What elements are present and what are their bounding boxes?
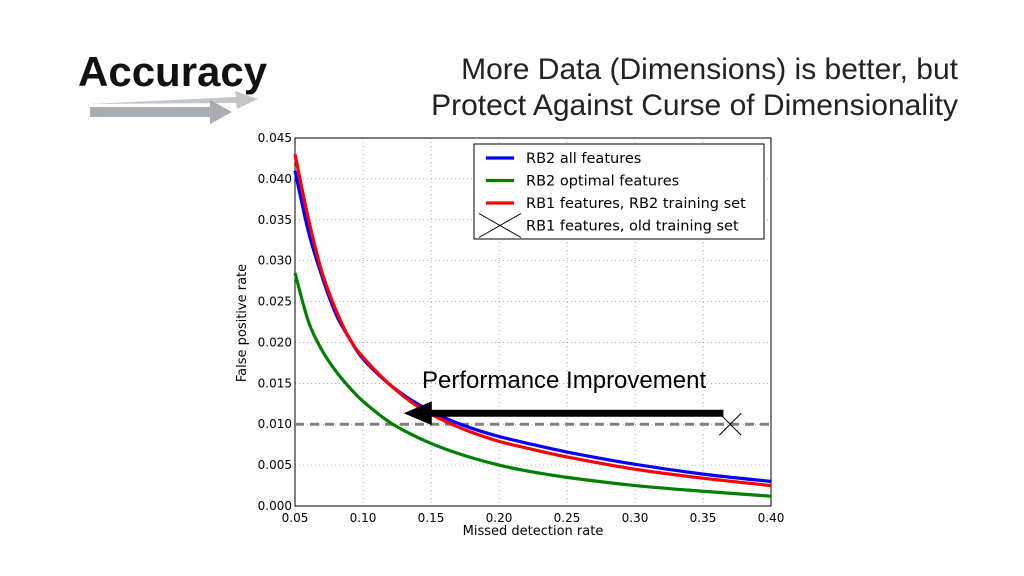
- title-arrow-icon: [90, 91, 258, 124]
- series-line: [293, 272, 772, 498]
- x-marker-stroke: [478, 213, 522, 238]
- legend-x-marker: [478, 213, 522, 238]
- y-tick-label: 0.015: [258, 376, 292, 390]
- y-tick-label: 0.020: [258, 335, 292, 349]
- legend-label: RB1 features, RB2 training set: [526, 196, 746, 212]
- legend-label: RB2 optimal features: [526, 174, 679, 190]
- x-tick-label: 0.10: [350, 511, 377, 525]
- y-tick-label: 0.010: [258, 417, 292, 431]
- x-marker: [718, 412, 742, 436]
- annotation-arrowhead: [403, 401, 432, 426]
- x-tick-label: 0.25: [554, 511, 581, 525]
- x-axis-label: Missed detection rate: [463, 524, 604, 539]
- x-tick-label: 0.20: [486, 511, 513, 525]
- annotation: Performance Improvement: [403, 367, 724, 426]
- title-arrow-shape: [90, 91, 258, 109]
- x-ticks: 0.05 0.10 0.15 0.20 0.25 0.30 0.35 0.40: [282, 511, 785, 525]
- y-tick-label: 0.025: [258, 295, 292, 309]
- legend-label: RB1 features, old training set: [526, 219, 739, 235]
- y-tick-label: 0.005: [258, 458, 292, 472]
- x-tick-label: 0.05: [282, 511, 309, 525]
- x-tick-label: 0.15: [418, 511, 445, 525]
- x-tick-label: 0.40: [758, 511, 785, 525]
- y-tick-label: 0.045: [258, 131, 292, 145]
- y-tick-label: 0.030: [258, 254, 292, 268]
- y-axis-label: False positive rate: [235, 264, 250, 382]
- y-tick-label: 0.000: [258, 499, 292, 513]
- y-tick-label: 0.035: [258, 213, 292, 227]
- plot-area: [294, 137, 772, 507]
- annotation-text: Performance Improvement: [422, 367, 706, 394]
- legend: RB2 all features RB2 optimal features RB1 …: [473, 143, 765, 240]
- slide-title: Accuracy: [78, 48, 268, 95]
- x-marker-stroke: [718, 412, 742, 436]
- legend-box: [473, 143, 765, 240]
- slide-subtitle: More Data (Dimensions) is better, but Pr…: [318, 52, 958, 124]
- marker-layer: [718, 412, 742, 436]
- subtitle-line-2: Protect Against Curse of Dimensionality: [431, 89, 958, 122]
- subtitle-line-1: More Data (Dimensions) is better, but: [461, 53, 958, 86]
- x-tick-label: 0.35: [690, 511, 717, 525]
- title-arrow-shape: [90, 100, 232, 124]
- x-tick-label: 0.30: [622, 511, 649, 525]
- y-ticks: 0.000 0.005 0.010 0.015 0.020 0.025 0.030 0.035…: [258, 131, 292, 513]
- y-tick-label: 0.040: [258, 172, 292, 186]
- legend-label: RB2 all features: [526, 151, 641, 167]
